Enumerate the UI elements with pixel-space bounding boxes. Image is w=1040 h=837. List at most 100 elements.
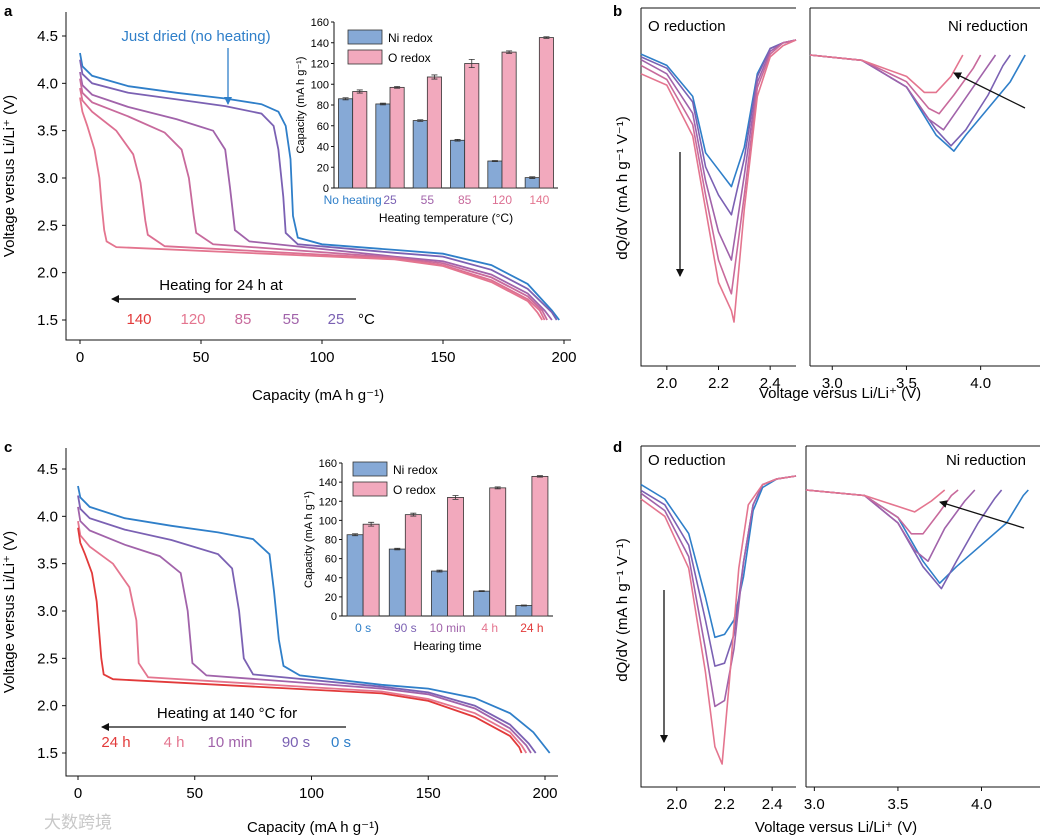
inset-bar-ni-redox [431, 570, 448, 617]
x-tick-label: 100 [309, 349, 334, 366]
y-tick-label: 4.0 [37, 508, 58, 525]
inset-error-bar [506, 50, 513, 54]
inset-error-bar [478, 590, 485, 593]
panel-d-right-axes [805, 445, 1040, 788]
y-tick-label: 3.0 [37, 603, 58, 620]
inset-y-tick-label: 100 [319, 515, 337, 527]
panel-b-ni-arrow [953, 72, 1026, 109]
inset-bar-o-redox [362, 523, 380, 617]
inset-category-label: 55 [421, 193, 435, 207]
panel-d-right-title: Ni reduction [946, 452, 1026, 469]
y-tick-label: 3.0 [37, 170, 58, 187]
temp-unit: °C [358, 311, 375, 328]
panel-b-left-axes [640, 8, 796, 367]
inset-error-bar [436, 569, 443, 573]
inset-category-label: 24 h [520, 621, 543, 635]
inset-error-bar [529, 176, 536, 179]
panel-d-ylabel: dQ/dV (mA h g⁻¹ V⁻¹) [614, 538, 631, 681]
inset-error-bar [543, 36, 550, 39]
inset-y-tick-label: 120 [319, 496, 337, 508]
x-tick-label: 200 [551, 349, 576, 366]
panel-a-xlabel: Capacity (mA h g⁻¹) [252, 387, 384, 404]
series-line-24-h [77, 527, 523, 754]
inset-error-bar [491, 160, 498, 162]
panel-d-lines [640, 475, 1029, 765]
inset-y-tick-label: 40 [325, 573, 337, 585]
dqdv-line-ni-reduction [809, 54, 982, 115]
panel-letter-d: d [613, 439, 622, 456]
inset-bar-ni-redox [388, 548, 406, 617]
inset-error-bar [454, 139, 461, 142]
inset-category-label: 120 [492, 193, 512, 207]
inset-bar-ni-redox [412, 120, 428, 189]
legend-label: Ni redox [388, 31, 433, 45]
panel-b-left-title: O reduction [648, 18, 726, 35]
panel-d-left-title: O reduction [648, 452, 726, 469]
series-line-10-min [77, 506, 532, 754]
inset-y-tick-label: 0 [331, 611, 337, 623]
inset-error-bar [368, 521, 375, 527]
inset-bar-o-redox [426, 76, 442, 189]
series-line-4-h [77, 520, 528, 754]
series-line-90-s [77, 495, 537, 754]
annotation-just-dried: Just dried (no heating) [121, 28, 270, 45]
dqdv-line-ni-reduction [809, 54, 1011, 147]
dqdv-line-ni-reduction [809, 54, 964, 94]
watermark: 大数跨境 [44, 813, 112, 832]
x-tick-label: 2.2 [714, 796, 735, 813]
panel-c-xlabel: Capacity (mA h g⁻¹) [247, 819, 379, 836]
inset-bar-ni-redox [524, 177, 540, 189]
panel-b-right-title: Ni reduction [948, 18, 1028, 35]
dqdv-line-o-reduction [640, 39, 797, 216]
inset-error-bar [431, 74, 438, 80]
y-tick-label: 2.5 [37, 217, 58, 234]
inset-y-tick-label: 140 [311, 38, 329, 50]
x-tick-label: 4.0 [971, 796, 992, 813]
inset-ylabel: Capacity (mA h g⁻¹) [295, 57, 307, 154]
panel-b-right-axes [809, 7, 1040, 367]
series-line-120 [79, 87, 546, 321]
inset-y-tick-label: 60 [317, 121, 329, 133]
inset-xlabel: Heating temperature (°C) [379, 211, 513, 225]
y-tick-label: 1.5 [37, 745, 58, 762]
inset-category-label: No heating [324, 193, 382, 207]
time-label: 10 min [207, 734, 252, 751]
panel-c-inset: 0 20 40 60 80 100 120 140 160 0 s 90 s 10 min 4 h 24 … [303, 458, 553, 653]
temp-label: 120 [180, 311, 205, 328]
temp-label: 85 [235, 311, 252, 328]
inset-y-tick-label: 100 [311, 79, 329, 91]
inset-bar-ni-redox [515, 605, 533, 617]
y-tick-label: 2.5 [37, 650, 58, 667]
x-tick-label: 2.2 [708, 375, 729, 392]
y-tick-label: 2.0 [37, 265, 58, 282]
x-tick-label: 3.5 [896, 375, 917, 392]
inset-bar-ni-redox [473, 590, 491, 617]
dqdv-line-o-reduction [640, 39, 797, 261]
temp-label: 140 [126, 311, 151, 328]
x-tick-label: 2.0 [656, 375, 677, 392]
temperature-labels: 140 120 85 55 25 °C [126, 311, 375, 328]
x-tick-label: 200 [532, 785, 557, 802]
panel-d-left-axes [640, 446, 796, 788]
time-label: 4 h [164, 734, 185, 751]
x-tick-label: 2.4 [760, 375, 781, 392]
inset-category-label: 90 s [394, 621, 417, 635]
dqdv-line-ni-reduction [805, 489, 1029, 584]
dqdv-line-o-reduction [640, 39, 797, 188]
legend-label: O redox [393, 483, 436, 497]
x-tick-label: 0 [76, 349, 84, 366]
legend-swatch-ni-redox [347, 29, 383, 45]
time-labels: 24 h 4 h 10 min 90 s 0 s [101, 734, 351, 751]
legend-swatch-o-redox [352, 481, 388, 497]
panel-letter-b: b [613, 3, 622, 20]
inset-axes [333, 22, 558, 189]
panel-b-xlabel: Voltage versus Li/Li⁺ (V) [759, 385, 921, 402]
inset-bar-ni-redox [487, 160, 503, 189]
inset-y-tick-label: 40 [317, 142, 329, 154]
dqdv-line-ni-reduction [805, 489, 959, 535]
inset-bar-o-redox [464, 63, 480, 189]
x-tick-label: 2.0 [666, 796, 687, 813]
dqdv-line-ni-reduction [809, 54, 997, 131]
